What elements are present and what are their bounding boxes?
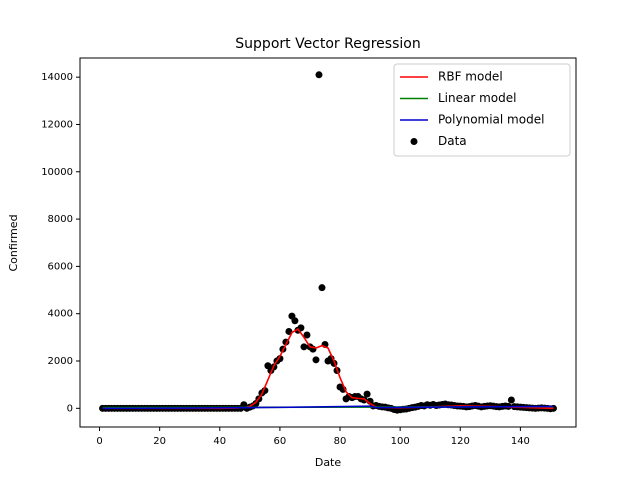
y-tick-label: 10000 [41, 167, 73, 178]
y-tick-label: 6000 [48, 261, 73, 272]
data-point [303, 331, 311, 339]
x-tick-label: 20 [153, 436, 166, 447]
x-axis-label: Date [315, 456, 342, 469]
axes-frame [79, 57, 577, 428]
data-point [312, 356, 320, 364]
y-tick-label: 12000 [41, 119, 73, 130]
data-point [363, 390, 371, 398]
x-tick-label: 120 [451, 436, 470, 447]
data-point [318, 284, 326, 292]
data-point [285, 327, 293, 335]
legend-label: Linear model [438, 91, 516, 105]
y-tick-label: 8000 [48, 214, 73, 225]
y-tick-label: 2000 [48, 356, 73, 367]
x-tick-label: 100 [391, 436, 410, 447]
y-tick-label: 14000 [41, 72, 73, 83]
x-tick-label: 80 [334, 436, 347, 447]
data-point [300, 343, 308, 351]
chart-title: Support Vector Regression [235, 36, 420, 52]
x-tick-label: 0 [96, 436, 102, 447]
data-point [315, 71, 323, 79]
legend-label: RBF model [438, 70, 503, 84]
x-tick-label: 140 [511, 436, 530, 447]
data-point [291, 317, 299, 325]
x-tick-label: 40 [213, 436, 226, 447]
y-axis-label: Confirmed [7, 214, 20, 271]
data-point [507, 396, 515, 404]
model-line [102, 405, 554, 410]
legend-box [393, 63, 571, 157]
y-tick-label: 0 [67, 403, 73, 414]
legend-label: Polynomial model [438, 113, 544, 127]
x-tick-label: 60 [274, 436, 287, 447]
legend-marker [410, 138, 418, 145]
y-tick-label: 4000 [48, 309, 73, 320]
legend-label: Data [438, 134, 467, 148]
